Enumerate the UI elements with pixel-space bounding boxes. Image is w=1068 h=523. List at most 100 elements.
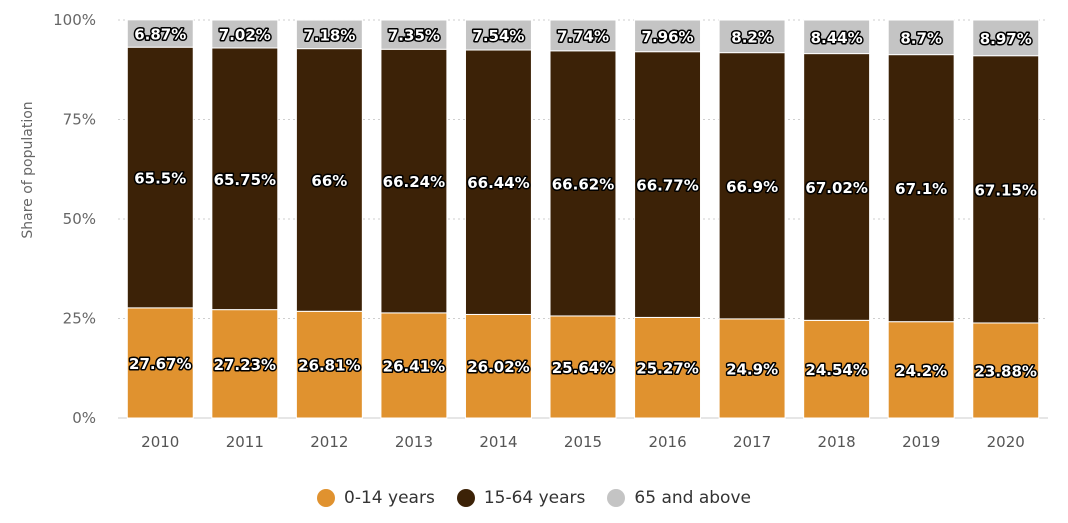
bar-segment[interactable]	[295, 19, 363, 50]
bar-segment[interactable]	[718, 318, 786, 419]
data-label: 26.41%	[383, 357, 445, 375]
bar-segment[interactable]	[126, 307, 194, 419]
x-tick-label: 2014	[479, 433, 517, 451]
data-label: 66%	[311, 172, 347, 190]
data-label: 7.02%	[219, 26, 271, 44]
legend-item-65-and-above[interactable]: 65 and above	[607, 488, 751, 508]
data-label: 7.35%	[388, 27, 440, 45]
bar-stack-2017[interactable]: 24.9% 66.9% 8.2%	[718, 19, 786, 419]
data-label: 26.81%	[298, 357, 360, 375]
bar-segment[interactable]	[718, 52, 786, 320]
legend-swatch-15-64	[456, 489, 475, 507]
stacked-bar-chart: 0% 25% 50% 75% 100% Share of population 27.6…	[20, 11, 1048, 451]
data-label: 66.62%	[552, 175, 614, 193]
bar-segment[interactable]	[295, 48, 363, 312]
bar-segment[interactable]	[126, 19, 194, 48]
bar-segment[interactable]	[718, 19, 786, 54]
bar-segment[interactable]	[380, 48, 448, 314]
legend-label-65-above: 65 and above	[634, 488, 751, 508]
bar-segment[interactable]	[803, 319, 871, 419]
bars: 27.67% 65.5% 6.87% 27.23% 65.75% 7.02% 26.81% 6…	[126, 19, 1040, 419]
data-label: 23.88%	[974, 362, 1036, 380]
bar-stack-2015[interactable]: 25.64% 66.62% 7.74%	[549, 19, 617, 419]
data-label: 8.2%	[731, 28, 773, 46]
bar-segment[interactable]	[464, 19, 532, 51]
bar-segment[interactable]	[295, 310, 363, 419]
data-label: 27.67%	[129, 355, 191, 373]
x-tick-label: 2012	[310, 433, 348, 451]
bar-segment[interactable]	[887, 54, 955, 323]
bar-stack-2020[interactable]: 23.88% 67.15% 8.97%	[972, 19, 1040, 419]
bar-segment[interactable]	[634, 316, 702, 419]
bar-segment[interactable]	[634, 51, 702, 318]
x-tick-label: 2018	[818, 433, 856, 451]
bar-stack-2016[interactable]: 25.27% 66.77% 7.96%	[634, 19, 702, 419]
x-tick-label: 2019	[902, 433, 940, 451]
bar-segment[interactable]	[549, 315, 617, 419]
legend-swatch-65-above	[607, 489, 626, 507]
x-tick-label: 2017	[733, 433, 771, 451]
bar-segment[interactable]	[126, 46, 194, 309]
bar-segment[interactable]	[887, 321, 955, 419]
data-label: 27.23%	[214, 356, 276, 374]
data-label: 67.02%	[805, 179, 867, 197]
data-label: 8.7%	[900, 29, 942, 47]
bar-stack-2013[interactable]: 26.41% 66.24% 7.35%	[380, 19, 448, 419]
bar-segment[interactable]	[464, 49, 532, 315]
data-label: 66.24%	[383, 173, 445, 191]
bar-stack-2014[interactable]: 26.02% 66.44% 7.54%	[464, 19, 532, 419]
data-label: 26.02%	[467, 358, 529, 376]
data-label: 66.9%	[726, 178, 778, 196]
y-tick-label: 50%	[63, 210, 96, 228]
bar-segment[interactable]	[972, 55, 1040, 324]
x-tick-label: 2011	[226, 433, 264, 451]
y-tick-label: 0%	[72, 409, 96, 427]
data-label: 7.54%	[472, 27, 524, 45]
data-label: 67.1%	[895, 180, 947, 198]
bar-segment[interactable]	[549, 50, 617, 317]
x-tick-label: 2016	[648, 433, 686, 451]
data-label: 8.97%	[980, 30, 1032, 48]
data-label: 25.27%	[636, 360, 698, 378]
legend-label-0-14: 0-14 years	[344, 488, 435, 508]
data-label: 66.77%	[636, 177, 698, 195]
data-label: 8.44%	[811, 29, 863, 47]
x-tick-label: 2010	[141, 433, 179, 451]
data-label: 25.64%	[552, 359, 614, 377]
bar-segment[interactable]	[972, 19, 1040, 57]
bar-segment[interactable]	[972, 322, 1040, 419]
x-tick-label: 2020	[987, 433, 1025, 451]
y-axis-ticks: 0% 25% 50% 75% 100%	[53, 11, 96, 427]
data-label: 67.15%	[974, 181, 1036, 199]
y-axis-label: Share of population	[20, 101, 36, 238]
legend-item-15-64-years[interactable]: 15-64 years	[456, 488, 586, 508]
y-tick-label: 25%	[63, 310, 96, 328]
data-label: 66.44%	[467, 174, 529, 192]
bar-segment[interactable]	[380, 312, 448, 419]
legend-swatch-0-14	[317, 489, 336, 507]
data-label: 24.9%	[726, 360, 778, 378]
bar-segment[interactable]	[380, 19, 448, 50]
bar-segment[interactable]	[803, 53, 871, 321]
bar-segment[interactable]	[887, 19, 955, 56]
data-label: 7.18%	[303, 26, 355, 44]
bar-stack-2018[interactable]: 24.54% 67.02% 8.44%	[803, 19, 871, 419]
bar-segment[interactable]	[549, 19, 617, 52]
data-label: 65.75%	[214, 171, 276, 189]
bar-segment[interactable]	[634, 19, 702, 53]
legend: 0-14 years 15-64 years 65 and above	[0, 488, 1068, 508]
data-label: 24.2%	[895, 362, 947, 380]
bar-stack-2011[interactable]: 27.23% 65.75% 7.02%	[211, 19, 279, 419]
legend-label-15-64: 15-64 years	[483, 488, 586, 508]
x-tick-label: 2015	[564, 433, 602, 451]
bar-segment[interactable]	[211, 19, 279, 49]
bar-stack-2012[interactable]: 26.81% 66% 7.18%	[295, 19, 363, 419]
bar-segment[interactable]	[803, 19, 871, 55]
legend-item-0-14-years[interactable]: 0-14 years	[317, 488, 435, 508]
bar-stack-2019[interactable]: 24.2% 67.1% 8.7%	[887, 19, 955, 419]
y-tick-label: 100%	[53, 11, 96, 29]
data-label: 65.5%	[134, 170, 186, 188]
data-label: 6.87%	[134, 26, 186, 44]
bar-stack-2010[interactable]: 27.67% 65.5% 6.87%	[126, 19, 194, 419]
bar-segment[interactable]	[464, 313, 532, 419]
